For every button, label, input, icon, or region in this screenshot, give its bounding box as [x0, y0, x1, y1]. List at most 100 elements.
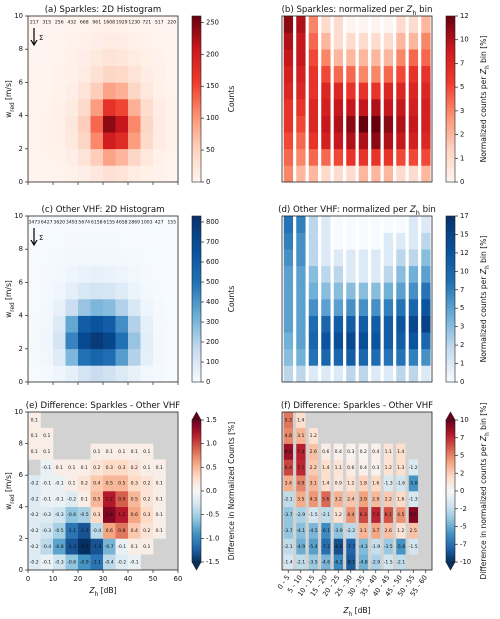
heat-cell — [333, 65, 344, 83]
cell-label: -4.6 — [321, 560, 330, 566]
heat-cell — [321, 16, 331, 33]
colorbar-tick-label: 1.5 — [206, 416, 217, 424]
heat-cell — [283, 315, 294, 333]
colorbar-tick-label: 3 — [460, 107, 464, 115]
heat-cell — [128, 282, 141, 300]
colorbar-tick-label: 100 — [206, 114, 219, 122]
colorbar-label: Difference in Normalized Counts [%] — [227, 422, 236, 560]
heat-cell — [333, 132, 344, 150]
cell-label: 0.4 — [360, 465, 367, 471]
heat-cell — [296, 459, 306, 476]
colorbar-tick-label: 800 — [206, 218, 219, 226]
heat-cell — [371, 282, 381, 300]
heat-cell — [128, 165, 141, 183]
heat-cell — [346, 538, 356, 555]
heat-cell — [103, 522, 116, 539]
heat-cell — [78, 115, 91, 133]
panel: 0 10 20 30 40 50 60-0.2 -0.1 -0.3 -0.6 -0.9 -1.1 -0.… — [14, 408, 182, 583]
heat-cell — [40, 554, 54, 571]
colorbar-tick-label: 250 — [206, 18, 219, 26]
y-tick-label: 10 — [14, 212, 23, 220]
heat-cell — [408, 282, 419, 300]
cell-label: -0.6 — [67, 512, 76, 518]
heat-cell — [408, 115, 419, 133]
heat-cell — [153, 132, 166, 150]
plot-background — [282, 216, 432, 382]
heat-cell — [140, 475, 154, 492]
heat-cell — [28, 491, 41, 508]
heat-cell — [408, 65, 419, 83]
cell-label: -0.1 — [55, 481, 64, 487]
heat-cell — [115, 132, 129, 150]
heat-cell — [283, 165, 294, 183]
heat-cell — [333, 522, 344, 539]
heat-cell — [396, 299, 406, 316]
heat-cell — [321, 348, 331, 366]
heat-cell — [153, 232, 166, 250]
heat-cell — [371, 265, 381, 283]
heat-cell — [333, 491, 344, 508]
y-tick-label: 0 — [19, 378, 23, 386]
heat-cell — [346, 315, 356, 333]
heat-cell — [78, 315, 91, 333]
panel-title: (b) Sparkles: normalized per Zh bin — [282, 5, 433, 18]
cell-label: -1.5 — [409, 544, 418, 550]
cell-label: -3.7 — [284, 512, 293, 518]
heat-cell — [153, 522, 166, 539]
heat-cell — [115, 299, 129, 316]
heat-cell — [308, 65, 319, 83]
heat-cell — [321, 82, 331, 100]
heat-cell — [65, 49, 79, 67]
heat-cell — [296, 16, 306, 33]
colorbar-tick-label: 5 — [460, 83, 464, 91]
cell-label: 3.7 — [372, 528, 379, 534]
colorbar-label: Counts — [227, 86, 236, 113]
colorbar-tick-label: 12 — [460, 249, 469, 257]
heat-cell — [115, 232, 129, 250]
heat-cell — [296, 365, 306, 383]
heat-cell — [308, 365, 319, 383]
heat-cell — [103, 365, 116, 383]
cell-label: -0.2 — [30, 496, 39, 502]
heat-cell — [65, 506, 79, 523]
y-tick-label: 4 — [19, 112, 23, 120]
heat-cell — [383, 538, 394, 555]
heat-cell — [321, 115, 331, 133]
heat-cell — [165, 32, 179, 50]
heat-cell — [40, 348, 54, 366]
cell-label: 1.2 — [397, 528, 404, 534]
text-part: Z — [409, 205, 417, 215]
heat-cell — [321, 282, 331, 300]
cell-label: -1.5 — [384, 560, 393, 566]
column-count: 3473 — [28, 220, 40, 226]
panel-title: (a) Sparkles: 2D Histogram — [45, 5, 162, 15]
cell-label: 5.6 — [322, 496, 329, 502]
heat-cell — [296, 49, 306, 67]
plot-frame — [27, 15, 179, 183]
cell-label: -1.1 — [67, 528, 76, 534]
cell-label: 0.1 — [81, 496, 88, 502]
cell-label: 1.4 — [297, 417, 304, 423]
heat-cell — [408, 16, 419, 33]
heat-cell — [396, 459, 406, 476]
heat-cell — [103, 315, 116, 333]
heat-cell — [65, 459, 79, 476]
heat-cell — [103, 16, 116, 33]
heat-cell — [65, 249, 79, 267]
cell-label: 0.6 — [347, 465, 354, 471]
heat-cell — [115, 348, 129, 366]
heat-cell — [140, 99, 154, 116]
cell-label: -0.7 — [105, 544, 114, 550]
heat-cell — [165, 249, 179, 267]
heat-cell — [283, 249, 294, 267]
colorbar-tick-label: -1.5 — [206, 558, 219, 566]
cell-label: 0.5 — [131, 496, 138, 502]
heat-cell — [358, 132, 369, 150]
text-part: h — [485, 432, 491, 436]
heat-cell — [383, 99, 394, 116]
cell-label: 7.2 — [372, 512, 379, 518]
heat-cell — [103, 165, 116, 183]
heat-cell — [283, 115, 294, 133]
heat-cell — [140, 365, 154, 383]
heat-cell — [103, 475, 116, 492]
